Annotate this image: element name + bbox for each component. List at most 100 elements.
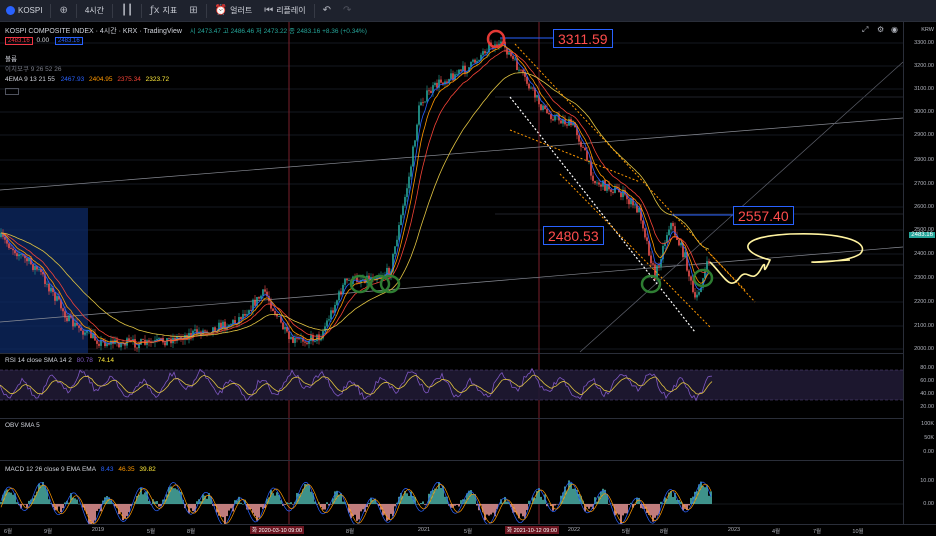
candle-body [524, 72, 526, 77]
macd-histogram-bar [710, 491, 712, 504]
macd-histogram-bar [602, 488, 604, 504]
macd-histogram-bar [656, 504, 658, 516]
macd-histogram-bar [132, 503, 134, 505]
volume-legend[interactable]: 볼륨 [5, 56, 17, 63]
annotation-high[interactable]: 3311.59 [553, 29, 613, 48]
macd-histogram-bar [266, 498, 268, 504]
macd-histogram-bar [444, 496, 446, 504]
sell-price-button[interactable]: 2483.16 [5, 37, 33, 45]
macd-histogram-bar [406, 493, 408, 504]
macd-histogram-bar [126, 504, 128, 516]
candle-body [622, 190, 624, 198]
candle-body [288, 331, 290, 340]
time-tick: 5월 [463, 529, 473, 535]
replay-button[interactable]: ⏮ 리플레이 [258, 0, 311, 22]
candle-body [428, 90, 430, 92]
macd-histogram-bar [78, 503, 80, 505]
macd-histogram-bar [664, 497, 666, 504]
maximize-icon[interactable]: ⤢ [862, 25, 869, 34]
chart-drawing[interactable] [0, 22, 903, 524]
macd-histogram-bar [10, 492, 12, 504]
pane-separator[interactable] [0, 460, 903, 461]
candle-body [142, 339, 144, 340]
symbol-search-button[interactable]: KOSPI [0, 0, 48, 22]
candle-body [230, 324, 232, 326]
candle-body [646, 237, 648, 241]
candle-body [194, 329, 196, 331]
pane-separator[interactable] [0, 418, 903, 419]
macd-label: MACD 12 26 close 9 EMA EMA [5, 466, 97, 473]
replay-label: 리플레이 [276, 6, 306, 15]
candle-body [522, 69, 524, 73]
macd-histogram-bar [334, 491, 336, 504]
chart-type-button[interactable]: ┃┃ [115, 0, 139, 22]
pane-separator[interactable] [0, 353, 903, 354]
collapse-legend-button[interactable] [5, 88, 19, 95]
macd-histogram-bar [192, 504, 194, 512]
macd-histogram-bar [204, 495, 206, 504]
redo-button[interactable]: ↷ [337, 0, 357, 22]
candle-body [638, 207, 640, 213]
macd-histogram-bar [36, 491, 38, 504]
macd-legend[interactable]: MACD 12 26 close 9 EMA EMA 8.43 46.35 39… [5, 466, 156, 473]
candle-body [554, 115, 556, 121]
obv-label: OBV SMA 5 [5, 422, 40, 429]
undo-button[interactable]: ↶ [317, 0, 337, 22]
indicators-button[interactable]: ƒx 지표 [144, 0, 183, 22]
ichimoku-legend[interactable]: 이치모쿠 9 26 52 26 [5, 66, 62, 73]
annotation-resistance[interactable]: 2557.40 [733, 206, 794, 225]
candle-body [120, 342, 122, 348]
candle-body [424, 101, 426, 103]
candle-body [208, 333, 210, 335]
candle-body [598, 182, 600, 185]
macd-histogram-bar [682, 504, 684, 511]
candle-body [538, 95, 540, 105]
templates-button[interactable]: ⊞ [183, 0, 203, 22]
trade-buttons: 2483.16 0.00 2483.16 [5, 37, 85, 45]
candle-body [440, 79, 442, 83]
toolbar-divider [313, 3, 315, 18]
macd-histogram-bar [446, 496, 448, 504]
candle-body [318, 334, 320, 341]
compare-button[interactable]: ⊕ [53, 0, 73, 22]
candle-body [426, 90, 428, 102]
macd-histogram-bar [506, 501, 508, 504]
price-axis[interactable]: KRW 3300.00 3200.00 3100.00 3000.00 2900… [903, 22, 936, 524]
macd-histogram-bar [324, 504, 326, 510]
candle-body [56, 296, 58, 301]
candle-body [4, 236, 6, 240]
buy-price-button[interactable]: 2483.16 [54, 37, 83, 45]
chart-canvas[interactable]: KOSPI COMPOSITE INDEX · 4시간 · KRX · Trad… [0, 22, 903, 524]
time-axis[interactable]: 6월 9월 2019 5월 8월 화 2020-03-10 09:00 8월 2… [0, 524, 936, 536]
symbol-logo-icon [6, 6, 15, 15]
macd-histogram-bar [20, 504, 22, 509]
ema-legend[interactable]: 4EMA 9 13 21 55 2467.93 2404.95 2375.34 … [5, 76, 169, 83]
macd-histogram-bar [48, 499, 50, 504]
candle-body [704, 270, 706, 279]
time-tick: 9월 [43, 529, 53, 535]
macd-histogram-bar [118, 504, 120, 515]
annotation-support[interactable]: 2480.53 [543, 226, 604, 245]
macd-histogram-bar [572, 488, 574, 504]
macd-histogram-bar [260, 504, 262, 508]
candle-body [180, 336, 182, 339]
macd-histogram-bar [474, 494, 476, 504]
rsi-legend[interactable]: RSI 14 close SMA 14 2 80.78 74.14 [5, 357, 114, 364]
macd-histogram-bar [616, 504, 618, 514]
macd-histogram-bar [402, 495, 404, 504]
currency-label: KRW [921, 27, 934, 33]
macd-histogram-bar [590, 504, 592, 507]
obv-legend[interactable]: OBV SMA 5 [5, 422, 40, 429]
candle-body [456, 73, 458, 75]
settings-icon[interactable]: ⚙ [877, 25, 885, 34]
interval-button[interactable]: 4시간 [79, 0, 110, 22]
support-marker-circle [369, 274, 391, 294]
candle-body [442, 82, 444, 85]
alert-button[interactable]: ⏰ 얼러트 [209, 0, 259, 22]
candle-body [102, 339, 104, 342]
candle-body [684, 252, 686, 258]
camera-icon[interactable]: ◉ [891, 25, 898, 34]
macd-histogram-bar [500, 499, 502, 504]
macd-histogram-bar [218, 504, 220, 516]
macd-histogram-bar [314, 501, 316, 504]
